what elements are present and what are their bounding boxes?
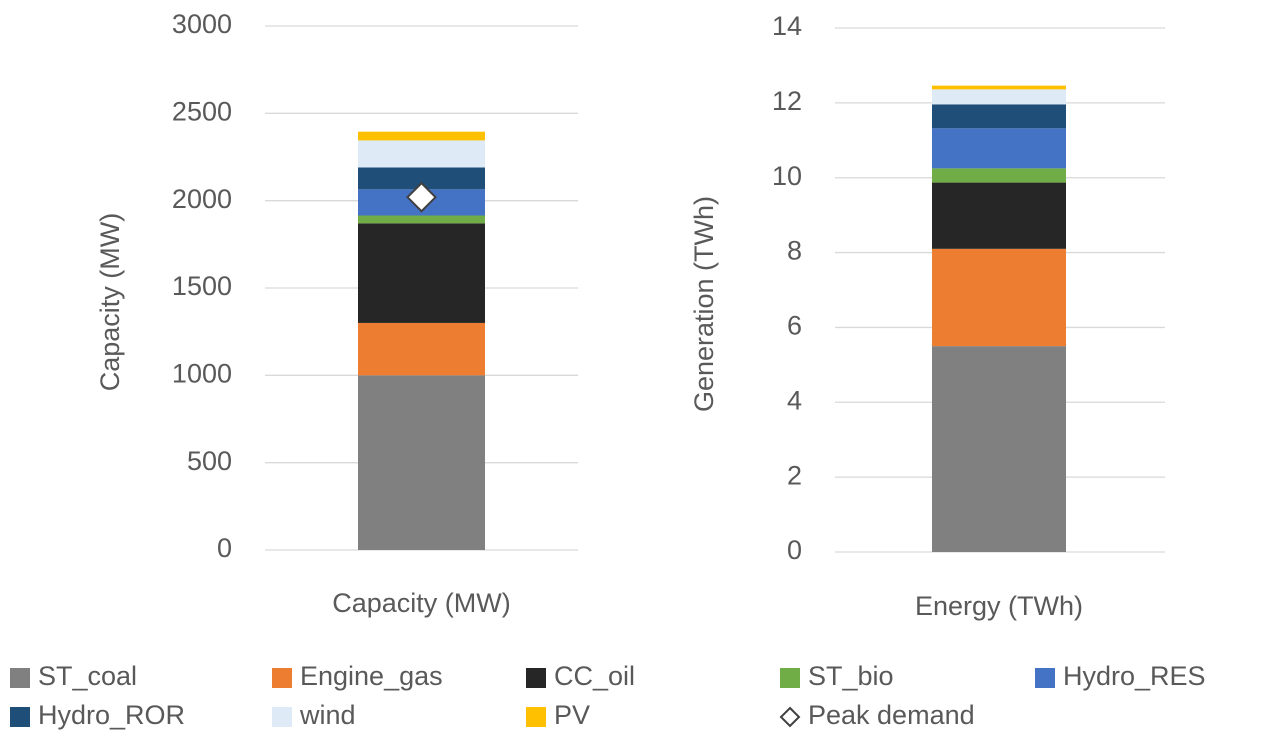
y-tick-label: 0 — [787, 535, 802, 565]
y-tick-label: 12 — [772, 86, 802, 116]
legend-swatch — [526, 707, 546, 727]
bar-segment — [932, 346, 1066, 552]
y-tick-label: 2 — [787, 460, 802, 490]
y-tick-label: 500 — [187, 446, 232, 476]
bar-segment — [932, 128, 1066, 169]
legend-label: ST_coal — [38, 661, 137, 691]
bar-segment — [932, 104, 1066, 129]
bar-segment — [358, 322, 485, 376]
bar-segment — [358, 375, 485, 550]
y-tick-label: 14 — [772, 11, 802, 41]
legend-swatch — [272, 668, 292, 688]
bar-segment — [932, 168, 1066, 183]
legend-label: CC_oil — [554, 661, 635, 691]
bar-segment — [358, 131, 485, 141]
legend-swatch — [526, 668, 546, 688]
y-tick-label: 8 — [787, 236, 802, 266]
bar-segment — [358, 223, 485, 323]
y-axis-label: Generation (TWh) — [689, 196, 719, 412]
legend-label: ST_bio — [808, 661, 894, 691]
bar-segment — [932, 248, 1066, 347]
y-tick-label: 10 — [772, 161, 802, 191]
bar-segment — [932, 182, 1066, 249]
y-tick-label: 1000 — [172, 358, 232, 388]
y-tick-label: 1500 — [172, 271, 232, 301]
y-tick-label: 2000 — [172, 184, 232, 214]
peak-marker — [406, 181, 437, 213]
legend-label: Hydro_RES — [1063, 661, 1206, 691]
legend-label: PV — [554, 700, 590, 730]
legend-label: wind — [299, 700, 356, 730]
legend-swatch — [10, 707, 30, 727]
bar-segment — [932, 85, 1066, 90]
legend-marker — [779, 706, 801, 728]
y-tick-label: 4 — [787, 385, 802, 415]
legend-swatch — [272, 707, 292, 727]
y-axis-label: Capacity (MW) — [95, 213, 125, 392]
legend-swatch — [1035, 668, 1055, 688]
y-tick-label: 0 — [217, 533, 232, 563]
legend-label: Hydro_ROR — [38, 700, 185, 730]
legend-swatch — [780, 668, 800, 688]
x-tick-label: Energy (TWh) — [915, 591, 1083, 621]
legend-swatch — [10, 668, 30, 688]
bar-segment — [358, 215, 485, 224]
bar-segment — [358, 140, 485, 168]
y-tick-label: 3000 — [172, 9, 232, 39]
y-tick-label: 2500 — [172, 96, 232, 126]
y-tick-label: 6 — [787, 311, 802, 341]
x-tick-label: Capacity (MW) — [332, 588, 511, 618]
legend-label: Engine_gas — [300, 661, 443, 691]
bar-segment — [932, 89, 1066, 105]
bar-segment — [358, 167, 485, 190]
legend-label: Peak demand — [808, 700, 975, 730]
